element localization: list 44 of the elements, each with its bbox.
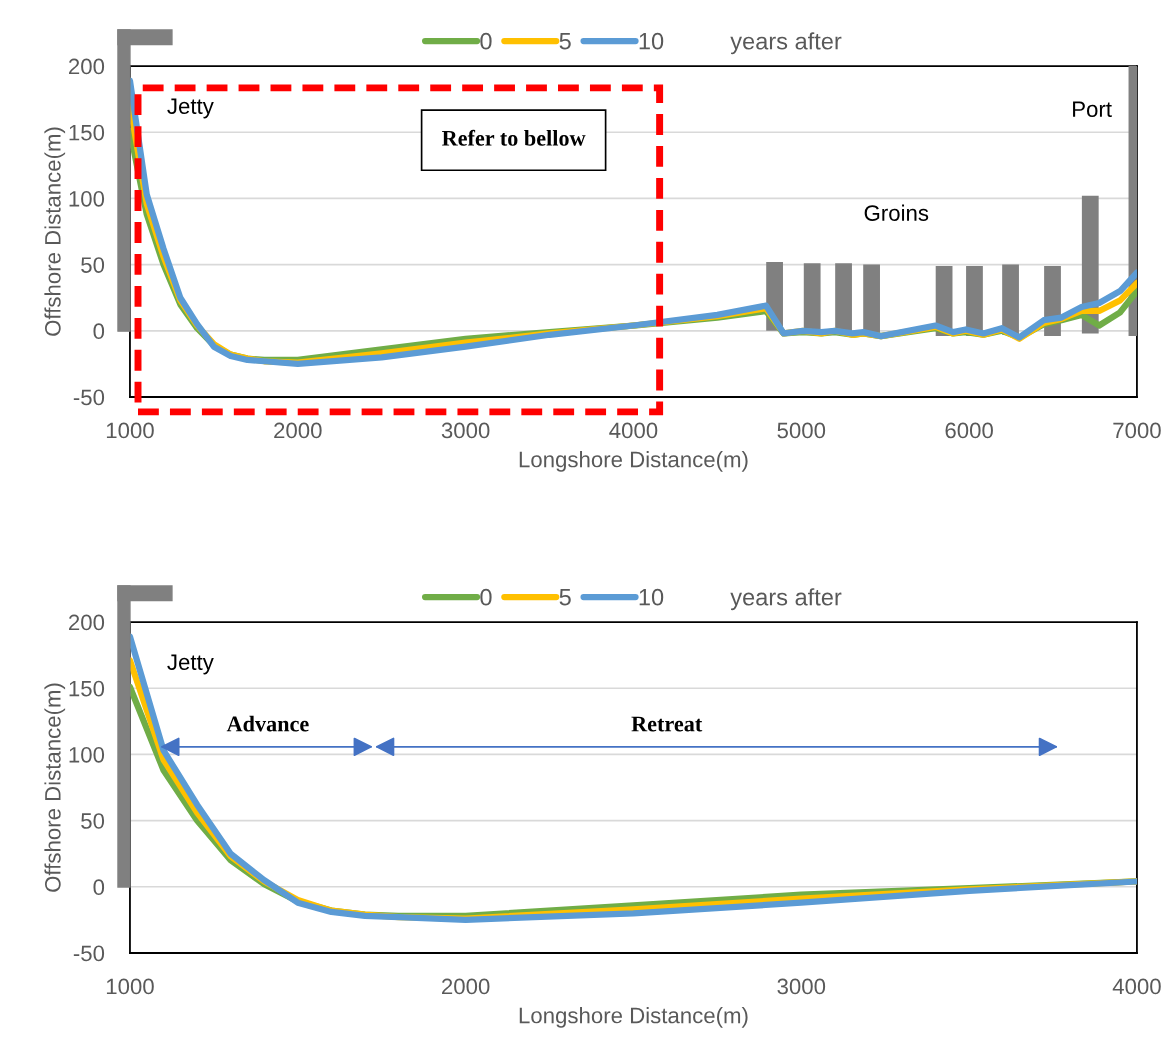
legend-label: 0 <box>480 588 492 606</box>
x-tick-label: 3000 <box>441 422 490 439</box>
annotation: Jetty <box>167 654 214 675</box>
x-tick-label: 6000 <box>945 422 993 439</box>
annotation: Groins <box>864 204 929 221</box>
y-tick-label: 100 <box>69 190 105 207</box>
x-axis-title: Longshore Distance(m) <box>519 451 748 472</box>
annotation: Retreat <box>631 716 703 732</box>
y-tick-label: 150 <box>69 680 105 697</box>
legend-label: 10 <box>639 32 664 50</box>
y-tick-label: 0 <box>93 879 105 896</box>
x-tick-label: 1000 <box>106 422 154 439</box>
x-tick-label: 5000 <box>777 422 826 439</box>
y-tick-label: -50 <box>73 945 105 962</box>
x-tick-label: 2000 <box>274 422 322 439</box>
legend-label: 5 <box>559 589 571 606</box>
x-tick-label: 7000 <box>1113 422 1161 439</box>
y-tick-label: 200 <box>69 614 105 631</box>
x-tick-label: 1000 <box>106 978 154 995</box>
legend-title: years after <box>730 32 842 55</box>
y-axis-title: Offshore Distance(m) <box>44 127 66 336</box>
bar <box>863 264 880 335</box>
x-axis-title: Longshore Distance(m) <box>519 1007 748 1028</box>
y-tick-label: 50 <box>81 257 105 273</box>
y-axis-title: Offshore Distance(m) <box>44 683 66 892</box>
annotation: Refer to bellow <box>441 129 586 146</box>
legend-label: 10 <box>639 588 664 606</box>
y-tick-label: -50 <box>73 389 105 406</box>
x-tick-label: 3000 <box>777 978 826 995</box>
y-tick-label: 0 <box>93 323 105 340</box>
annotation: Jetty <box>167 98 214 119</box>
annotation: Port <box>1073 101 1112 118</box>
legend-label: 5 <box>559 33 571 50</box>
y-tick-label: 150 <box>69 124 105 141</box>
y-tick-label: 200 <box>69 58 105 75</box>
y-tick-label: 50 <box>81 813 105 829</box>
legend-label: 0 <box>480 32 492 50</box>
bar <box>1002 264 1019 335</box>
y-tick-label: 100 <box>69 746 105 763</box>
x-tick-label: 2000 <box>442 978 490 995</box>
x-tick-label: 4000 <box>1112 978 1161 995</box>
legend-title: years after <box>730 588 842 611</box>
x-tick-label: 4000 <box>609 422 658 439</box>
annotation: Advance <box>226 715 309 732</box>
